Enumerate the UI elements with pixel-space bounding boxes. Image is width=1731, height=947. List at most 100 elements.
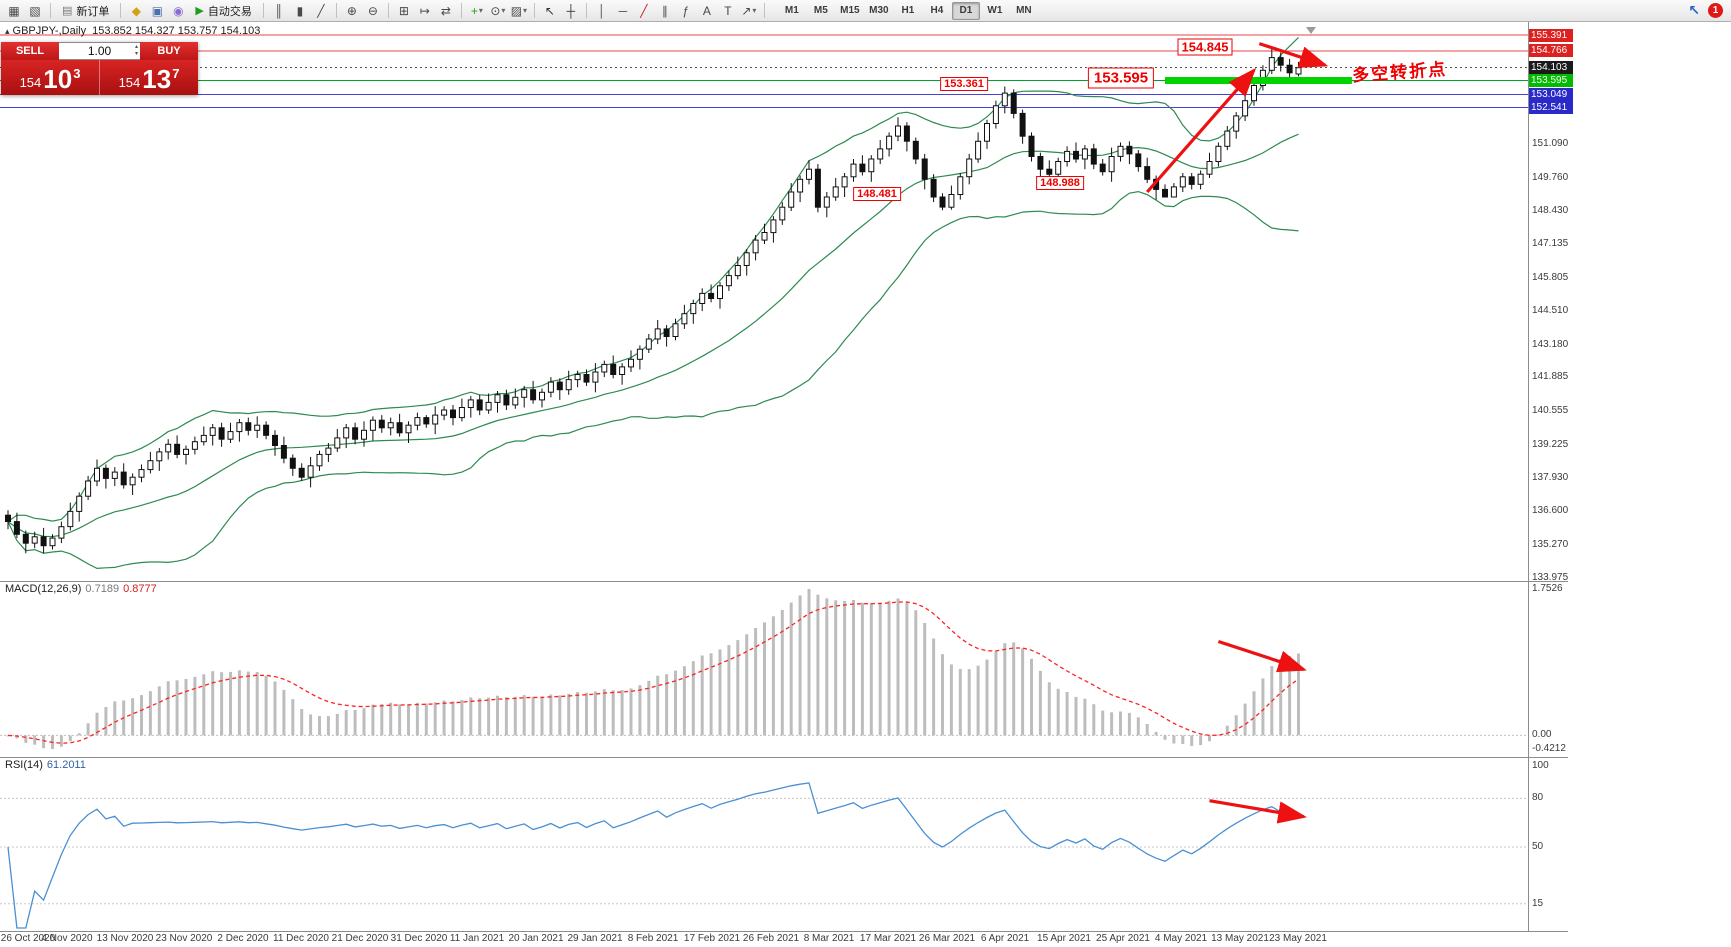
crosshair-icon[interactable]: ┼ xyxy=(566,3,576,18)
market-watch-icon[interactable]: ▣ xyxy=(151,3,164,18)
bollinger-lower-band xyxy=(7,190,1299,570)
profiles-icon[interactable]: ▧ xyxy=(29,3,41,18)
zoom-in-icon[interactable]: ⊕ xyxy=(346,3,357,18)
buy-price-button[interactable]: 154 13 7 xyxy=(100,60,198,95)
macd-name: MACD(12,26,9) xyxy=(5,583,82,595)
chart-shift-marker[interactable] xyxy=(1306,27,1316,34)
metaeditor-icon[interactable]: ◆ xyxy=(131,3,142,18)
line-chart-icon[interactable]: ╱ xyxy=(317,3,325,18)
timeframe-group: M1 M5 M15 M30 H1 H4 D1 W1 MN xyxy=(778,1,1038,20)
timeframe-d1[interactable]: D1 xyxy=(951,1,980,20)
chart-shift-icon[interactable]: ⇄ xyxy=(440,3,451,18)
bars-chart-icon[interactable]: ║ xyxy=(274,3,284,18)
ask-pips: 13 xyxy=(142,64,172,94)
sell-button[interactable]: SELL xyxy=(1,42,59,60)
templates-icon-dropdown[interactable]: ▾ xyxy=(523,6,528,15)
price-annotation-153.361: 153.361 xyxy=(940,77,988,91)
price-annotation-148.988: 148.988 xyxy=(1036,176,1084,190)
candlestick-chart-icon[interactable]: ▮ xyxy=(296,3,304,18)
price-axis-label: 143.180 xyxy=(1532,339,1569,350)
volume-up-icon[interactable]: ▴ xyxy=(134,44,138,50)
autotrading-button-label: 自动交易 xyxy=(207,5,252,18)
rsi-scale-50: 50 xyxy=(1532,841,1544,852)
price-axis-label: 151.090 xyxy=(1532,138,1569,149)
timeframe-m5[interactable]: M5 xyxy=(813,5,828,16)
timeframe-m30[interactable]: M30 xyxy=(869,5,889,16)
arrows-icon-dropdown[interactable]: ▾ xyxy=(752,6,757,15)
autotrading-play-icon: ▶ xyxy=(195,5,204,17)
toolbar-separator xyxy=(763,3,765,18)
macd-histogram xyxy=(6,589,1300,749)
date-axis-label: 2 Dec 2020 xyxy=(217,933,269,944)
one-click-collapse-icon[interactable]: ▴ xyxy=(5,26,10,36)
price-axis-label: 133.975 xyxy=(1532,572,1569,583)
ask-prefix: 154 xyxy=(118,75,141,90)
periods-icon-dropdown[interactable]: ▾ xyxy=(501,6,506,15)
autotrading-button[interactable]: ▶ 自动交易 xyxy=(189,2,257,20)
analysis-arrow-main-down xyxy=(1258,42,1329,68)
timeframe-mn[interactable]: MN xyxy=(1016,5,1032,16)
new-order-icon: ▤ xyxy=(62,5,73,17)
buy-button[interactable]: BUY xyxy=(140,42,198,60)
date-axis-label: 8 Mar 2021 xyxy=(803,933,855,944)
rsi-line xyxy=(7,782,1299,929)
date-axis-label: 4 Nov 2020 xyxy=(41,933,93,944)
rsi-scale-100: 100 xyxy=(1532,760,1549,771)
volume-input[interactable]: 1.00 ▴ ▾ xyxy=(59,42,140,60)
volume-stepper[interactable]: ▴ ▾ xyxy=(135,44,138,58)
new-chart-icon[interactable]: ▦ xyxy=(8,3,20,18)
vertical-line-icon[interactable]: │ xyxy=(598,3,606,18)
templates-icon[interactable]: ▨ ▾ xyxy=(510,3,528,18)
price-axis-label: 148.430 xyxy=(1532,205,1569,216)
price-axis-label: 144.510 xyxy=(1532,305,1569,316)
timeframe-m1[interactable]: M1 xyxy=(784,5,799,16)
fibonacci-icon[interactable]: ƒ xyxy=(682,3,690,18)
timeframe-h1[interactable]: H1 xyxy=(901,5,915,16)
date-axis-label: 13 May 2021 xyxy=(1211,933,1269,944)
price-axis-label: 145.805 xyxy=(1532,272,1569,283)
zoom-out-icon[interactable]: ⊖ xyxy=(367,3,378,18)
macd-scale-min: -0.4212 xyxy=(1532,743,1566,754)
periods-icon[interactable]: ⊙ ▾ xyxy=(490,3,506,18)
date-axis-label: 8 Feb 2021 xyxy=(627,933,679,944)
cursor-icon[interactable]: ↖ xyxy=(544,3,555,18)
horizontal-line-icon[interactable]: ─ xyxy=(618,3,628,18)
price-badge-153.049: 153.049 xyxy=(1529,88,1573,101)
sell-price-button[interactable]: 154 10 3 xyxy=(1,60,100,95)
bid-pips: 10 xyxy=(43,64,73,94)
one-click-trading-panel: SELL 1.00 ▴ ▾ BUY 154 10 3 154 13 7 xyxy=(1,42,198,95)
toolbar-separator xyxy=(460,3,462,18)
volume-down-icon[interactable]: ▾ xyxy=(134,51,138,57)
indicators-icon-dropdown[interactable]: ▾ xyxy=(478,6,483,15)
mouse-cursor-icon: ↖ xyxy=(1688,2,1700,18)
price-axis-label: 139.225 xyxy=(1532,439,1569,450)
price-annotation-154.845: 154.845 xyxy=(1177,38,1233,56)
toolbar-separator xyxy=(335,3,337,18)
date-axis-label: 21 Dec 2020 xyxy=(331,933,389,944)
indicators-icon[interactable]: + ▾ xyxy=(470,3,483,18)
price-badge-155.391: 155.391 xyxy=(1529,29,1573,42)
chart-canvas[interactable] xyxy=(0,22,1568,947)
timeframe-m15[interactable]: M15 xyxy=(840,5,860,16)
price-axis-label: 147.135 xyxy=(1532,238,1569,249)
tile-windows-icon[interactable]: ⊞ xyxy=(398,3,409,18)
price-badge-152.541: 152.541 xyxy=(1529,101,1573,114)
toolbar-separator xyxy=(585,3,587,18)
new-order-button[interactable]: ▤ 新订单 xyxy=(56,2,115,20)
ask-point: 7 xyxy=(172,66,180,81)
trendline-icon[interactable]: ╱ xyxy=(640,3,648,18)
date-axis-label: 13 Nov 2020 xyxy=(96,933,154,944)
text-icon[interactable]: A xyxy=(702,3,711,18)
auto-scroll-icon[interactable]: ↦ xyxy=(419,3,430,18)
analysis-arrow-macd-down xyxy=(1217,639,1307,673)
timeframe-h4[interactable]: H4 xyxy=(930,5,944,16)
timeframe-w1[interactable]: W1 xyxy=(987,5,1003,16)
price-annotation-148.481: 148.481 xyxy=(853,187,901,201)
arrows-icon[interactable]: ↗ ▾ xyxy=(741,3,757,18)
channel-icon[interactable]: ∥ xyxy=(661,3,668,18)
label-icon[interactable]: T xyxy=(724,3,732,18)
price-axis-label: 136.600 xyxy=(1532,505,1569,516)
strategy-tester-icon[interactable]: ◉ xyxy=(173,3,184,18)
macd-signal-line xyxy=(7,601,1299,744)
macd-scale-zero: 0.00 xyxy=(1532,729,1552,740)
